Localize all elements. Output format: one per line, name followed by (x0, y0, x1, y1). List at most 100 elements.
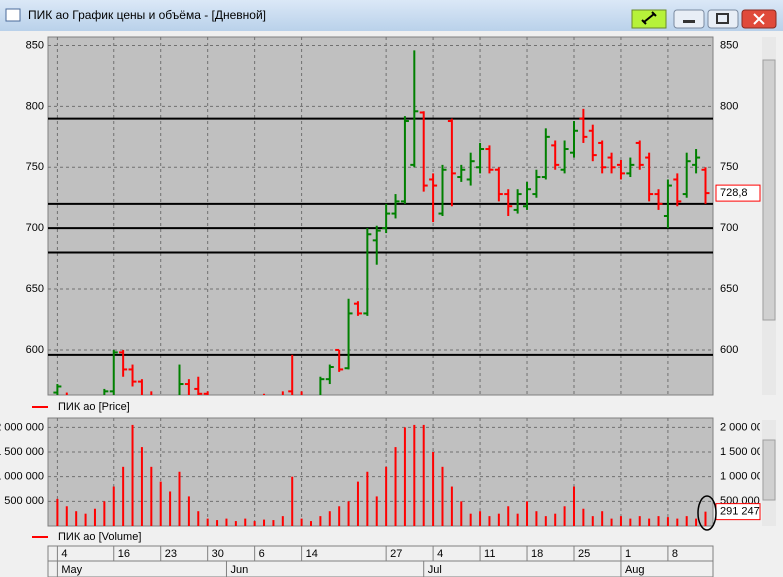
last-volume-label: 291 247 (720, 506, 760, 518)
volume-bar (544, 516, 547, 526)
y-tick-label: 2 000 000 (720, 421, 769, 433)
volume-bar (657, 516, 660, 526)
volume-bar (103, 501, 106, 526)
volume-bar (291, 476, 294, 526)
volume-bar (619, 516, 622, 526)
volume-bar (93, 508, 96, 526)
x-tick-label: 8 (672, 548, 678, 560)
volume-bar (403, 427, 406, 526)
volume-bar (535, 511, 538, 526)
y-tick-label: 2 000 000 (0, 421, 44, 433)
legend-label: ПИК ао [Price] (58, 401, 130, 413)
y-tick-label: 1 000 000 (0, 471, 44, 483)
volume-bar (131, 424, 134, 526)
volume-bar (394, 447, 397, 526)
x-tick-label: 4 (61, 548, 67, 560)
left-axis: 600 650 700 750 800 850 500 000 1 000 000 1 500 … (0, 39, 44, 507)
volume-bar (591, 516, 594, 526)
volume-bar (356, 481, 359, 526)
volume-bar (225, 518, 228, 526)
y-tick-label: 850 (720, 39, 738, 51)
legend-label: ПИК ао [Volume] (58, 531, 141, 543)
x-tick-label: 1 (625, 548, 631, 560)
volume-bar (385, 466, 388, 526)
x-tick-label: 14 (306, 548, 318, 560)
volume-bar (169, 491, 172, 526)
volume-bar (253, 521, 256, 526)
volume-bar (328, 511, 331, 526)
y-tick-label: 700 (26, 222, 44, 234)
volume-bar (178, 471, 181, 526)
x-tick-label: 23 (165, 548, 177, 560)
last-price-label: 728,8 (720, 187, 748, 199)
volume-bar (216, 520, 219, 526)
volume-bar (187, 496, 190, 526)
volume-layer (48, 418, 713, 526)
x-tick-label: 30 (212, 548, 224, 560)
y-tick-label: 1 500 000 (0, 446, 44, 458)
volume-bar (309, 521, 312, 526)
volume-bar (450, 486, 453, 526)
price-scroll-thumb[interactable] (762, 59, 776, 321)
volume-bar (666, 517, 669, 526)
volume-bar (460, 501, 463, 526)
volume-bar (140, 447, 143, 526)
minimize-icon (683, 20, 695, 23)
volume-scroll-thumb[interactable] (762, 439, 776, 501)
last-price-box (715, 184, 761, 202)
maximize-icon (716, 13, 729, 24)
volume-bar (469, 513, 472, 526)
x-tick-label: 18 (531, 548, 543, 560)
volume-bar (281, 516, 284, 526)
month-label: May (61, 564, 82, 576)
volume-bar (488, 516, 491, 526)
window-icon (5, 8, 21, 22)
volume-bar (648, 518, 651, 526)
y-tick-label: 1 000 000 (720, 471, 769, 483)
volume-bar (432, 452, 435, 526)
volume-bar (206, 518, 209, 526)
month-label: Aug (625, 564, 645, 576)
month-label: Jul (428, 564, 442, 576)
y-tick-label: 800 (720, 100, 738, 112)
y-tick-label: 850 (26, 39, 44, 51)
volume-bar (497, 513, 500, 526)
volume-bar (526, 501, 529, 526)
x-tick-label: 25 (578, 548, 590, 560)
close-icon (753, 13, 765, 25)
volume-bar (582, 508, 585, 526)
volume-bar (441, 466, 444, 526)
price-layer (48, 37, 713, 395)
minimize-button[interactable] (673, 9, 705, 29)
volume-bar (338, 506, 341, 526)
maximize-button[interactable] (707, 9, 739, 29)
y-tick-label: 600 (26, 344, 44, 356)
volume-bar (375, 496, 378, 526)
volume-bar (610, 518, 613, 526)
x-tick-label: 4 (437, 548, 443, 560)
y-tick-label: 700 (720, 222, 738, 234)
overlay: 728,8 ПИК ао [Price] 291 247 ПИК ао [Volume… (32, 184, 761, 543)
window-title: ПИК ао График цены и объёма - [Дневной] (28, 8, 266, 22)
volume-bar (479, 511, 482, 526)
volume-bar (244, 518, 247, 526)
volume-bar (516, 513, 519, 526)
volume-bar (563, 506, 566, 526)
volume-bar (638, 516, 641, 526)
volume-bar (65, 506, 68, 526)
volume-bar (704, 511, 707, 526)
y-tick-label: 650 (26, 283, 44, 295)
volume-bar (112, 486, 115, 526)
volume-bar (629, 518, 632, 526)
volume-bar (347, 501, 350, 526)
month-label: Jun (230, 564, 248, 576)
volume-bar (413, 424, 416, 526)
y-tick-label: 750 (26, 161, 44, 173)
y-tick-label: 600 (720, 344, 738, 356)
x-tick-label: 6 (259, 548, 265, 560)
volume-bar (676, 518, 679, 526)
x-tick-label: 27 (390, 548, 402, 560)
volume-bar (197, 511, 200, 526)
